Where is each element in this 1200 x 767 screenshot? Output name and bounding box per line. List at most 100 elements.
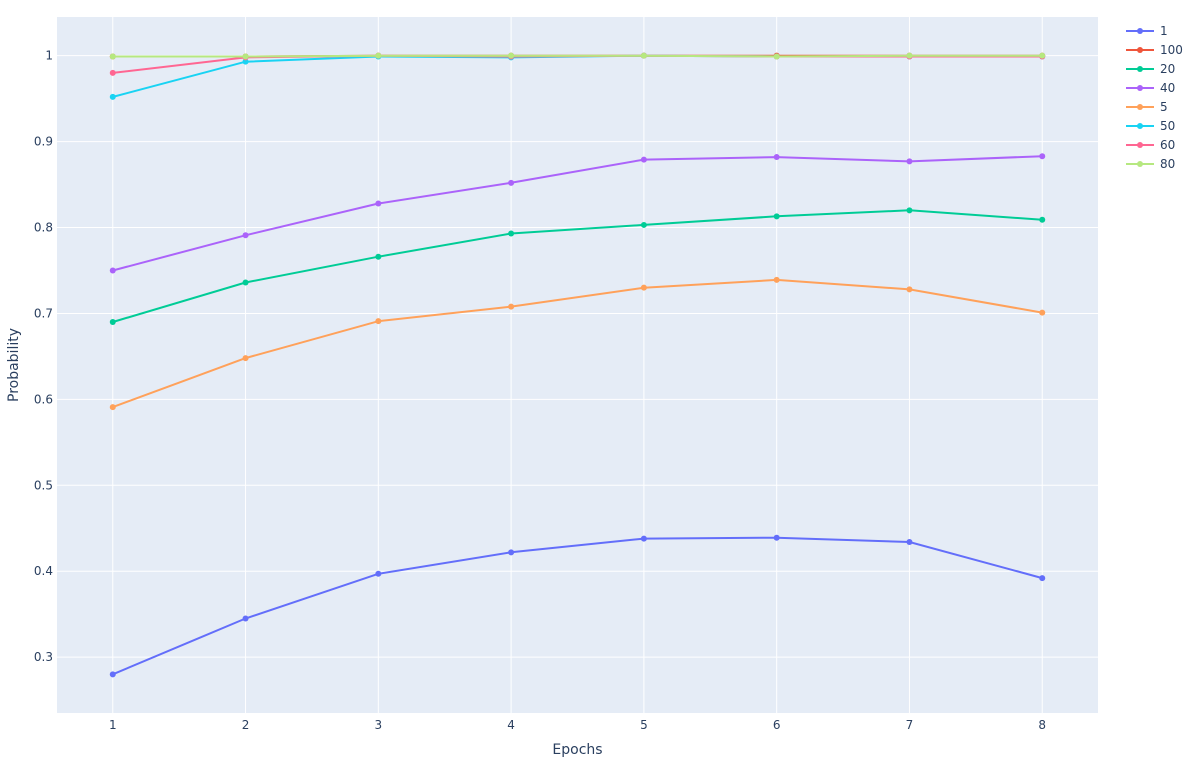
data-point [773,154,780,161]
data-point [1039,575,1046,582]
x-axis-title: Epochs [552,742,602,758]
legend-item[interactable]: 20 [1126,62,1175,76]
legend-swatch-marker [1137,47,1143,53]
x-gridlines [112,17,1043,713]
y-tick-label: 0.9 [34,135,53,149]
data-point [773,213,780,220]
legend-label: 40 [1160,81,1175,95]
legend-swatch-marker [1137,28,1143,34]
series-20 [109,207,1046,326]
legend-swatch-marker [1137,85,1143,91]
legend-item[interactable]: 80 [1126,157,1175,171]
legend-item[interactable]: 60 [1126,138,1175,152]
y-tick-label: 0.3 [34,650,53,664]
data-point [1039,153,1046,160]
legend-item[interactable]: 50 [1126,119,1175,133]
data-point [109,53,116,60]
data-point [375,52,382,59]
legend-item[interactable]: 100 [1126,43,1183,57]
x-tick-label: 3 [375,718,383,732]
legend-item[interactable]: 1 [1126,24,1168,38]
series-40 [109,153,1046,274]
data-point [109,93,116,100]
series-line [112,278,1043,409]
legend-label: 60 [1160,138,1175,152]
data-point [1039,309,1046,316]
y-tick-label: 0.4 [34,564,53,578]
data-point [906,286,913,293]
legend-item[interactable]: 40 [1126,81,1175,95]
y-tick-label: 0.7 [34,306,53,320]
x-tick-label: 8 [1038,718,1046,732]
data-point [508,549,515,556]
plot-area [57,17,1098,713]
x-tick-label: 2 [242,718,250,732]
x-tick-label: 1 [109,718,117,732]
data-point [640,156,647,163]
data-point [640,221,647,228]
x-tick-label: 4 [507,718,515,732]
data-point [375,253,382,260]
data-point [242,58,249,65]
series-line [112,209,1043,323]
data-point [375,570,382,577]
y-axis-title: Probability [6,328,22,402]
data-point [109,267,116,274]
data-point [109,319,116,326]
legend-label: 50 [1160,119,1175,133]
legend-label: 80 [1160,157,1175,171]
y-tick-labels: 0.3 0.4 0.5 0.6 0.7 0.8 0.9 1 [34,49,53,664]
data-point [508,52,515,59]
series-5 [109,276,1046,411]
data-point [773,276,780,283]
x-tick-labels: 1 2 3 4 5 6 7 8 [109,718,1046,732]
series-layer [109,52,1046,678]
data-point [242,232,249,239]
legend-swatch-marker [1137,161,1143,167]
data-point [242,355,249,362]
y-tick-label: 0.8 [34,221,53,235]
data-point [640,52,647,59]
legend-label: 100 [1160,43,1183,57]
data-point [1039,52,1046,59]
data-point [242,53,249,60]
legend-swatch-marker [1137,123,1143,129]
data-point [508,179,515,186]
y-tick-label: 1 [45,49,53,63]
legend-swatch-marker [1137,66,1143,72]
series-line [112,155,1043,272]
x-tick-label: 5 [640,718,648,732]
data-point [1039,216,1046,223]
data-point [773,53,780,60]
legend[interactable]: 1 100 20 40 5 50 60 80 [1126,24,1183,171]
legend-item[interactable]: 5 [1126,100,1168,114]
legend-label: 5 [1160,100,1168,114]
data-point [242,615,249,622]
data-point [508,303,515,310]
data-point [109,69,116,76]
legend-swatch-marker [1137,142,1143,148]
legend-label: 1 [1160,24,1168,38]
y-gridlines [57,55,1098,658]
legend-label: 20 [1160,62,1175,76]
data-point [375,200,382,207]
data-point [109,404,116,411]
data-point [906,539,913,546]
series-line [112,54,1043,58]
x-tick-label: 7 [906,718,914,732]
data-point [508,230,515,237]
data-point [906,158,913,165]
data-point [242,279,249,286]
series-line [112,536,1043,676]
y-tick-label: 0.6 [34,392,53,406]
series-80 [109,52,1046,60]
data-point [906,52,913,59]
y-tick-label: 0.5 [34,478,53,492]
data-point [906,207,913,214]
series-1 [109,534,1046,678]
data-point [109,671,116,678]
data-point [640,535,647,542]
data-point [375,318,382,325]
data-point [640,284,647,291]
